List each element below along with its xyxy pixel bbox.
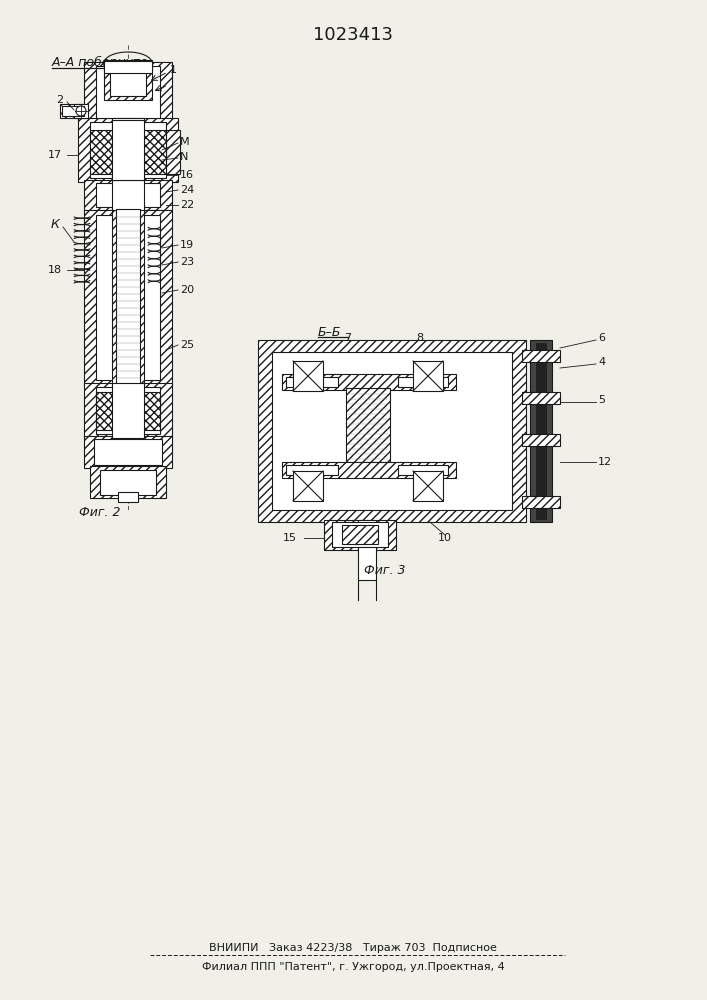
Bar (282, 462, 456, 478)
Text: 2: 2 (57, 95, 64, 105)
Bar (166, 130, 180, 174)
Bar (332, 522, 388, 547)
Circle shape (76, 106, 86, 116)
Bar (96, 66, 160, 118)
Text: Филиал ППП "Патент", г. Ужгород, ул.Проектная, 4: Филиал ППП "Патент", г. Ужгород, ул.Прое… (201, 962, 504, 972)
Text: Фиг. 3: Фиг. 3 (364, 564, 406, 576)
Bar (293, 361, 323, 391)
Bar (94, 439, 162, 465)
Bar (293, 471, 323, 501)
Text: 18: 18 (48, 265, 62, 275)
Bar (78, 118, 178, 182)
Text: 1023413: 1023413 (313, 26, 393, 44)
Bar (62, 106, 84, 116)
Text: К: К (51, 219, 59, 232)
Bar (522, 350, 560, 362)
Bar (413, 361, 443, 391)
Text: 1: 1 (170, 65, 177, 75)
Bar (413, 471, 443, 501)
Bar (96, 183, 160, 207)
Text: 4: 4 (598, 357, 605, 367)
Text: N: N (180, 152, 188, 162)
Bar (90, 122, 166, 178)
Bar (104, 60, 152, 100)
Bar (118, 492, 138, 502)
Bar (522, 434, 560, 446)
Bar (112, 120, 144, 180)
Bar (112, 180, 144, 210)
Bar (96, 215, 160, 380)
Bar (522, 496, 560, 508)
Bar (286, 377, 338, 387)
Bar (398, 465, 448, 475)
Bar (60, 104, 86, 118)
Bar (530, 340, 552, 522)
Text: 8: 8 (416, 333, 423, 343)
Bar (90, 466, 166, 498)
Text: 5: 5 (598, 395, 605, 405)
Bar (96, 392, 116, 430)
Bar (84, 180, 172, 210)
Bar (536, 343, 546, 519)
Bar (100, 470, 156, 495)
Bar (144, 130, 166, 174)
Text: Б–Б: Б–Б (318, 326, 341, 338)
Bar (96, 387, 160, 434)
Text: 20: 20 (180, 285, 194, 295)
Text: 16: 16 (180, 170, 194, 180)
Bar (84, 210, 172, 385)
Text: 22: 22 (180, 200, 194, 210)
Text: М: М (180, 137, 189, 147)
Text: 23: 23 (180, 257, 194, 267)
Bar (398, 377, 448, 387)
Bar (346, 388, 390, 462)
Bar (104, 61, 152, 73)
Bar (90, 130, 112, 174)
Text: ВНИИПИ   Заказ 4223/38   Тираж 703  Подписное: ВНИИПИ Заказ 4223/38 Тираж 703 Подписное (209, 943, 497, 953)
Bar (84, 383, 172, 438)
Text: 24: 24 (180, 185, 194, 195)
Text: 10: 10 (438, 533, 452, 543)
Bar (140, 392, 160, 430)
Bar (112, 383, 144, 438)
Bar (358, 520, 376, 580)
Bar (110, 63, 146, 96)
Bar (112, 118, 144, 182)
Bar (84, 436, 172, 468)
Bar (74, 104, 88, 118)
Bar (116, 209, 140, 396)
Bar (286, 465, 338, 475)
Text: 12: 12 (598, 457, 612, 467)
Text: А–А побернуто: А–А побернуто (52, 55, 148, 69)
Bar (282, 374, 456, 390)
Text: 15: 15 (283, 533, 297, 543)
Text: 7: 7 (344, 333, 351, 343)
Bar (84, 62, 172, 122)
Text: 25: 25 (180, 340, 194, 350)
Text: 17: 17 (48, 150, 62, 160)
Bar (258, 340, 526, 522)
Bar (522, 392, 560, 404)
Bar (342, 525, 378, 544)
Text: 19: 19 (180, 240, 194, 250)
Bar (324, 520, 396, 550)
Text: 6: 6 (598, 333, 605, 343)
Bar (272, 352, 512, 510)
Bar (112, 205, 144, 400)
Text: Фиг. 2: Фиг. 2 (79, 506, 121, 518)
